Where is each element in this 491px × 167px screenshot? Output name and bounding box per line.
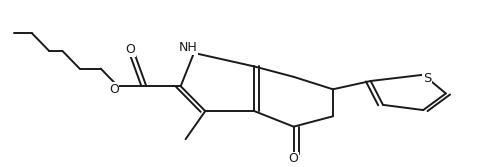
Text: S: S — [423, 72, 432, 85]
Text: O: O — [125, 43, 135, 56]
Text: NH: NH — [179, 41, 197, 54]
Text: O: O — [109, 83, 119, 96]
Text: O: O — [289, 152, 299, 165]
